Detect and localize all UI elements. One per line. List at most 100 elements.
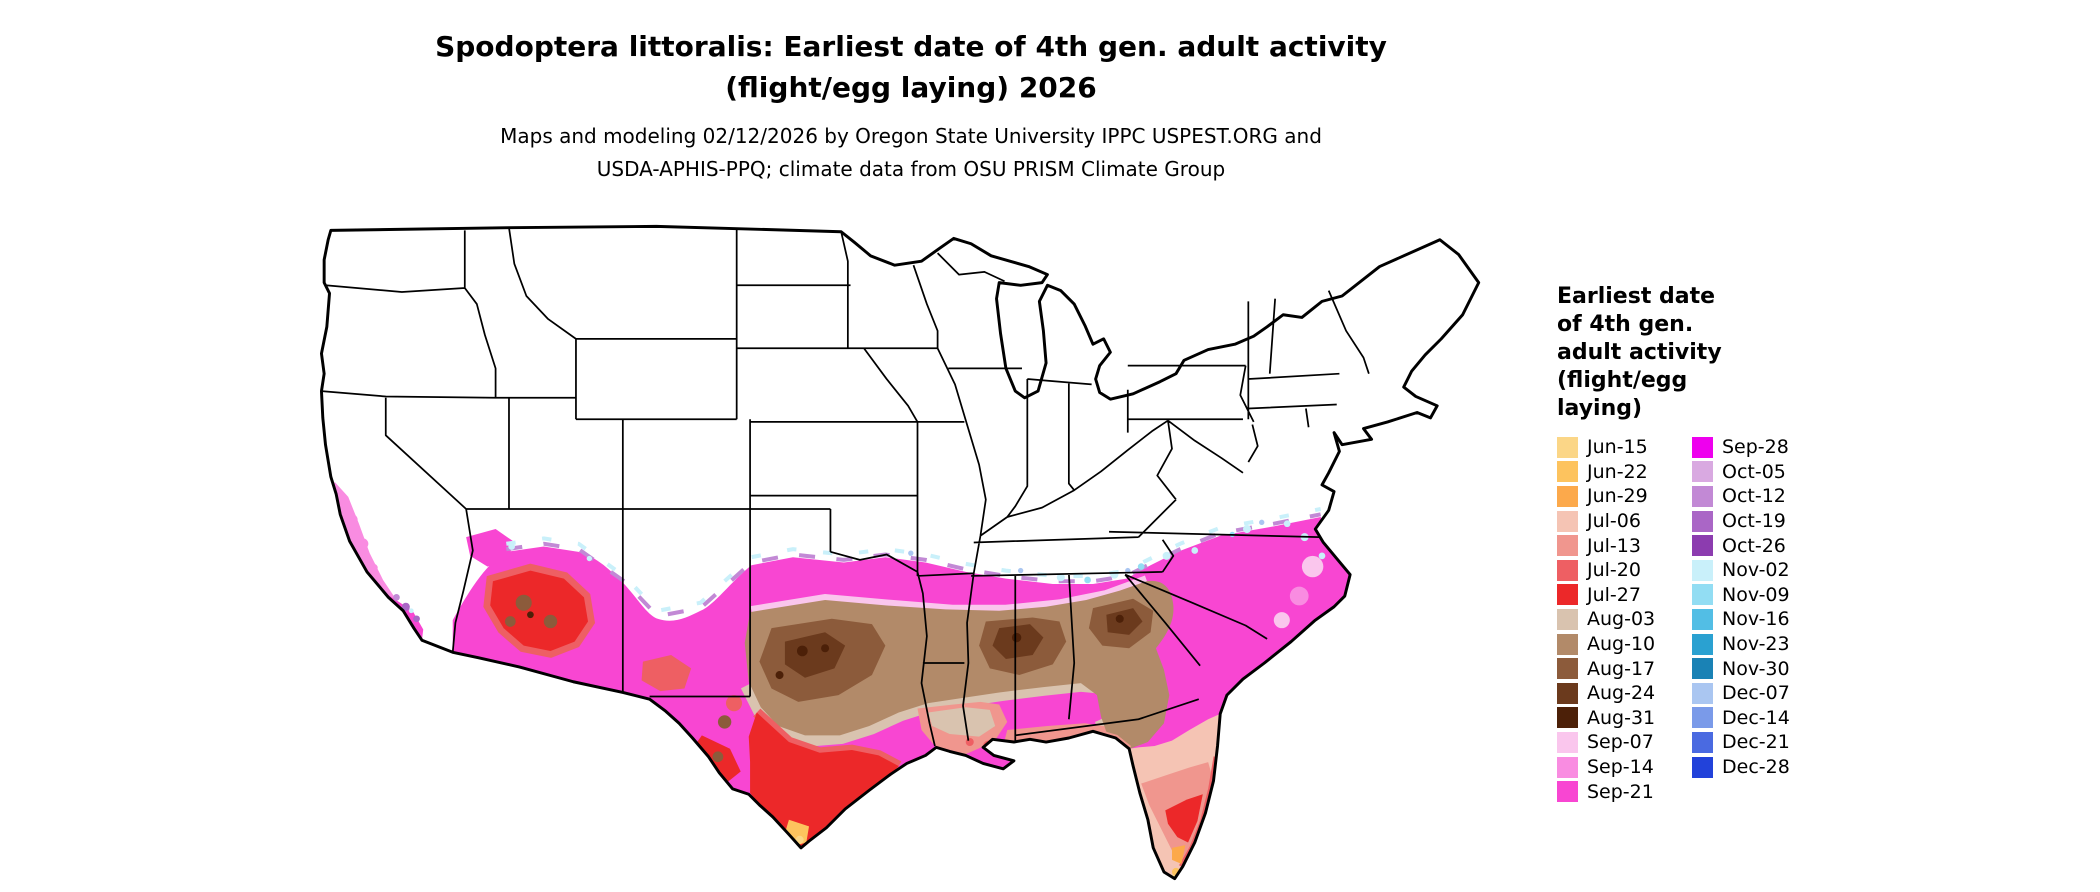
legend-swatch bbox=[1692, 682, 1713, 704]
zone-newmexico-red bbox=[641, 654, 692, 692]
legend-swatch bbox=[1557, 633, 1578, 655]
legend-entry-label: Sep-14 bbox=[1587, 756, 1654, 779]
legend-entry-label: Oct-26 bbox=[1722, 534, 1786, 557]
legend-entry-label: Dec-14 bbox=[1722, 706, 1790, 729]
legend-swatch bbox=[1557, 584, 1578, 606]
zone-westtexas-red-dot bbox=[725, 695, 743, 712]
legend-swatch bbox=[1557, 731, 1578, 753]
legend-swatch bbox=[1557, 461, 1578, 483]
legend-entry-label: Nov-09 bbox=[1722, 583, 1790, 606]
zone-aug24-brown bbox=[784, 608, 1143, 678]
legend-entry: Nov-02 bbox=[1692, 558, 1790, 583]
legend-title-line: Earliest date bbox=[1557, 284, 1716, 309]
legend-title: Earliest date of 4th gen. adult activity… bbox=[1557, 283, 1977, 423]
raster-color-layer bbox=[329, 482, 1351, 879]
legend-entry-label: Jul-20 bbox=[1587, 559, 1641, 582]
legend-entry-label: Jul-13 bbox=[1587, 534, 1641, 557]
legend-title-line: of 4th gen. bbox=[1557, 312, 1694, 337]
legend-swatch bbox=[1557, 682, 1578, 704]
legend-swatch bbox=[1692, 608, 1713, 630]
zone-central-valley-pink-dots bbox=[346, 514, 378, 572]
zone-socal-purple2-speck bbox=[393, 594, 400, 601]
legend-swatch bbox=[1557, 559, 1578, 581]
legend-entry: Sep-14 bbox=[1557, 755, 1692, 780]
subtitle-line-2: USDA-APHIS-PPQ; climate data from OSU PR… bbox=[596, 157, 1226, 181]
legend: Earliest date of 4th gen. adult activity… bbox=[1557, 283, 1977, 804]
zone-arizona-red-fringe bbox=[483, 563, 596, 658]
zone-november-cyan-dash bbox=[506, 506, 1322, 613]
zone-arizona-red bbox=[490, 570, 589, 651]
legend-entry: Oct-26 bbox=[1692, 533, 1790, 558]
legend-entry-label: Nov-23 bbox=[1722, 633, 1790, 656]
zone-texas-red bbox=[748, 712, 899, 848]
us-map-svg bbox=[319, 224, 1481, 881]
legend-swatch bbox=[1557, 781, 1578, 803]
zone-socal-cyan-speck bbox=[408, 608, 414, 614]
legend-swatch bbox=[1557, 658, 1578, 680]
legend-entry-label: Oct-05 bbox=[1722, 460, 1786, 483]
legend-entry-label: Jul-27 bbox=[1587, 583, 1641, 606]
legend-entry: Dec-28 bbox=[1692, 755, 1790, 780]
legend-entry-label: Aug-24 bbox=[1587, 682, 1656, 705]
legend-entry: Aug-17 bbox=[1557, 656, 1692, 681]
legend-entry: Oct-19 bbox=[1692, 509, 1790, 534]
zone-arizona-dark-speck bbox=[527, 611, 534, 619]
legend-entry: Sep-28 bbox=[1692, 435, 1790, 460]
legend-entry: Aug-24 bbox=[1557, 681, 1692, 706]
legend-entry-label: Sep-28 bbox=[1722, 436, 1789, 459]
legend-swatch bbox=[1692, 535, 1713, 557]
legend-swatch bbox=[1692, 436, 1713, 458]
us-map bbox=[308, 221, 1527, 884]
zone-florida-orange bbox=[1171, 845, 1186, 864]
legend-swatch bbox=[1692, 658, 1713, 680]
legend-entry: Nov-23 bbox=[1692, 632, 1790, 657]
legend-entry: Dec-21 bbox=[1692, 730, 1790, 755]
legend-swatch bbox=[1557, 535, 1578, 557]
legend-swatch bbox=[1692, 584, 1713, 606]
legend-title-line: (flight/egg bbox=[1557, 368, 1688, 393]
zone-bigbend-brown-dot bbox=[712, 751, 724, 763]
legend-swatch bbox=[1692, 510, 1713, 532]
legend-entry-label: Sep-07 bbox=[1587, 731, 1654, 754]
legend-swatch bbox=[1692, 461, 1713, 483]
legend-entry-label: Nov-02 bbox=[1722, 559, 1790, 582]
legend-title-line: laying) bbox=[1557, 396, 1643, 421]
legend-entry: Jun-22 bbox=[1557, 460, 1692, 485]
subtitle: Maps and modeling 02/12/2026 by Oregon S… bbox=[0, 120, 1822, 186]
zone-carolina-pink14-dot bbox=[1289, 586, 1309, 606]
legend-swatch bbox=[1557, 608, 1578, 630]
legend-swatch bbox=[1692, 485, 1713, 507]
zone-cyan-specks bbox=[508, 520, 1326, 582]
legend-entry: Jun-15 bbox=[1557, 435, 1692, 460]
legend-swatch bbox=[1557, 756, 1578, 778]
legend-entry: Jul-27 bbox=[1557, 583, 1692, 608]
legend-swatch bbox=[1692, 731, 1713, 753]
title-line-1: Spodoptera littoralis: Earliest date of … bbox=[435, 30, 1387, 63]
zone-sep07-transition bbox=[750, 575, 1149, 616]
legend-entry-label: Jun-29 bbox=[1587, 485, 1648, 508]
legend-entry: Aug-10 bbox=[1557, 632, 1692, 657]
legend-entry-label: Dec-21 bbox=[1722, 731, 1790, 754]
legend-swatch bbox=[1692, 707, 1713, 729]
zone-aug31-specks bbox=[775, 614, 1124, 680]
legend-entry-label: Oct-19 bbox=[1722, 510, 1786, 533]
legend-entry: Aug-31 bbox=[1557, 706, 1692, 731]
legend-column-1: Jun-15 Jun-22 Jun-29 Jul-06 Jul-13 Jul-20 Jul-… bbox=[1557, 435, 1692, 804]
legend-entry: Oct-12 bbox=[1692, 484, 1790, 509]
legend-entry-label: Dec-28 bbox=[1722, 756, 1790, 779]
legend-swatch bbox=[1557, 707, 1578, 729]
zone-carolina-pink-dots bbox=[1273, 555, 1324, 629]
legend-entry: Dec-07 bbox=[1692, 681, 1790, 706]
zone-arizona-brown-dots bbox=[504, 594, 558, 629]
legend-entry-label: Jul-06 bbox=[1587, 510, 1641, 533]
legend-swatch bbox=[1692, 756, 1713, 778]
legend-entry: Oct-05 bbox=[1692, 460, 1790, 485]
legend-swatch bbox=[1557, 436, 1578, 458]
subtitle-line-1: Maps and modeling 02/12/2026 by Oregon S… bbox=[500, 124, 1322, 148]
legend-entry: Nov-16 bbox=[1692, 607, 1790, 632]
legend-entry-label: Aug-10 bbox=[1587, 633, 1656, 656]
legend-entry: Dec-14 bbox=[1692, 706, 1790, 731]
legend-entry-label: Jun-22 bbox=[1587, 460, 1648, 483]
legend-entry: Sep-21 bbox=[1557, 779, 1692, 804]
legend-entry: Jul-13 bbox=[1557, 533, 1692, 558]
